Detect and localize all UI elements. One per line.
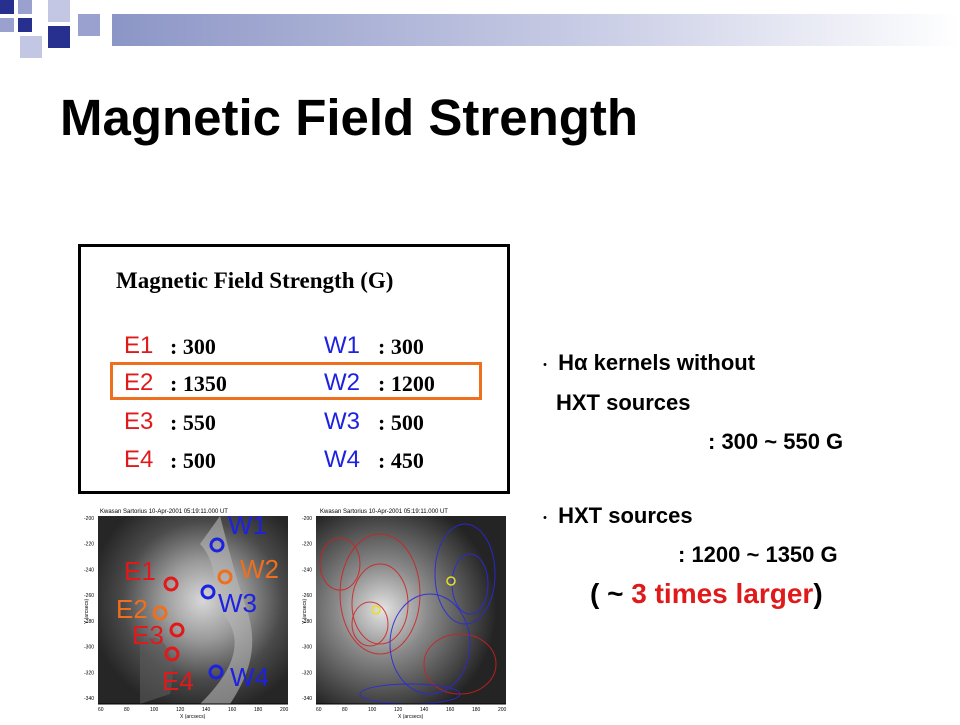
x-tick-label: 160	[228, 707, 237, 713]
bullet-2-line-2: : 1200 ~ 1350 G	[678, 542, 838, 567]
bullet-dot: ・	[538, 510, 552, 526]
marker-w4	[208, 664, 224, 680]
east-label: E3	[124, 408, 154, 435]
east-label: E2	[124, 369, 154, 396]
accent-bar	[112, 14, 960, 46]
bullet-2-line-3: ( ~ 3 times larger)	[590, 578, 823, 609]
marker-e3	[169, 622, 185, 638]
left-x-axis-label: X (arcsecs)	[180, 714, 206, 720]
right-image-header: Kwasan Sartorius 10-Apr-2001 05:19:11.00…	[320, 509, 448, 515]
x-tick-label: 60	[316, 707, 322, 713]
bullet-2-line-1: ・ HXT sources	[538, 503, 693, 528]
bullet-1-line-2: HXT sources	[556, 390, 691, 415]
x-tick-label: 140	[202, 707, 211, 713]
e2-w2-highlight	[110, 362, 482, 400]
right-x-axis-label: X (arcsecs)	[398, 714, 424, 720]
west-value: : 300	[378, 334, 424, 359]
x-tick-label: 80	[342, 707, 348, 713]
left-y-axis-label: Y (arcsecs)	[84, 598, 90, 624]
label-w1: W1	[228, 510, 267, 540]
y-tick-label: -260	[302, 593, 312, 599]
east-label: E1	[124, 332, 154, 359]
x-tick-label: 120	[394, 707, 403, 713]
label-e2: E2	[116, 594, 148, 624]
y-tick-label: -200	[302, 516, 312, 522]
marker-w1	[209, 537, 225, 553]
x-tick-label: 120	[176, 707, 185, 713]
blue-contours	[359, 523, 496, 705]
y-tick-label: -220	[302, 542, 312, 548]
y-tick-label: -280	[84, 619, 94, 625]
west-label: W1	[324, 332, 360, 359]
y-tick-label: -240	[84, 567, 94, 573]
page-title: Magnetic Field Strength	[60, 89, 639, 146]
marker-e1	[163, 576, 179, 592]
table-row: E4 : 500 W4 : 450	[124, 446, 424, 480]
y-tick-label: -260	[84, 593, 94, 599]
observation-images: Kwasan Sartorius 10-Apr-2001 05:19:11.00…	[80, 504, 510, 720]
label-e4: E4	[162, 666, 194, 696]
marker-e4	[164, 646, 180, 662]
y-tick-label: -300	[302, 645, 312, 651]
x-tick-label: 80	[124, 707, 130, 713]
box-header: Magnetic Field Strength (G)	[116, 268, 394, 293]
table-row: E3 : 550 W3 : 500	[124, 408, 424, 442]
red-contours	[319, 533, 497, 695]
west-value: : 500	[378, 410, 424, 435]
label-w3: W3	[218, 588, 257, 618]
east-label: E4	[124, 446, 154, 473]
x-tick-label: 200	[498, 707, 507, 713]
y-tick-label: -340	[302, 696, 312, 702]
x-tick-label: 200	[280, 707, 289, 713]
west-label: W2	[324, 369, 360, 396]
bullet-1-line-1: ・ Hα kernels without	[538, 350, 756, 375]
east-value: : 300	[170, 334, 216, 359]
east-value: : 550	[170, 410, 216, 435]
bullet-1-line-3: : 300 ~ 550 G	[708, 429, 844, 454]
right-image	[316, 516, 506, 704]
west-value: : 450	[378, 448, 424, 473]
x-tick-label: 100	[150, 707, 159, 713]
marker-e2	[152, 605, 168, 621]
west-label: W3	[324, 408, 360, 435]
y-tick-label: -300	[84, 645, 94, 651]
y-tick-label: -200	[84, 516, 94, 522]
east-value: : 1350	[170, 371, 227, 396]
y-tick-label: -320	[84, 670, 94, 676]
west-value: : 1200	[378, 371, 435, 396]
emphasis-text: 3 times larger	[631, 578, 814, 609]
y-tick-label: -240	[302, 567, 312, 573]
west-label: W4	[324, 446, 360, 473]
east-value: : 500	[170, 448, 216, 473]
y-tick-label: -220	[84, 542, 94, 548]
x-tick-label: 180	[472, 707, 481, 713]
left-image	[98, 516, 288, 704]
label-e1: E1	[124, 556, 156, 586]
x-tick-label: 60	[98, 707, 104, 713]
y-tick-label: -320	[302, 670, 312, 676]
alpha-symbol: α	[574, 350, 588, 375]
bullet-dot: ・	[538, 357, 552, 373]
left-image-header: Kwasan Sartorius 10-Apr-2001 05:19:11.00…	[100, 509, 228, 515]
x-tick-label: 160	[446, 707, 455, 713]
y-tick-label: -280	[302, 619, 312, 625]
x-tick-label: 100	[368, 707, 377, 713]
marker-w2	[217, 569, 233, 585]
table-row: E2 : 1350 W2 : 1200	[124, 369, 435, 403]
y-tick-label: -340	[84, 696, 94, 702]
label-w2: W2	[240, 554, 279, 584]
right-y-axis-label: Y (arcsecs)	[302, 598, 308, 624]
label-e3: E3	[132, 620, 164, 650]
table-row: E1 : 300 W1 : 300	[124, 332, 424, 366]
solar-images-svg: Kwasan Sartorius 10-Apr-2001 05:19:11.00…	[84, 509, 507, 720]
field-strength-box	[78, 244, 510, 494]
x-tick-label: 180	[254, 707, 263, 713]
label-w4: W4	[230, 662, 269, 692]
x-tick-label: 140	[420, 707, 429, 713]
marker-w3	[200, 584, 216, 600]
